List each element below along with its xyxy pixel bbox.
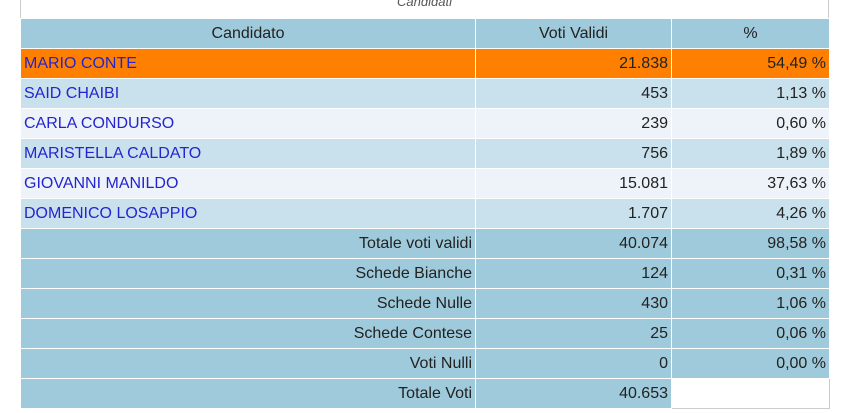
total-row: Schede Bianche 124 0,31 % (20, 258, 830, 289)
percent: 0,60 % (671, 108, 830, 139)
votes: 1.707 (475, 198, 672, 229)
candidate-row: DOMENICO LOSAPPIO 1.707 4,26 % (20, 198, 830, 229)
percent: 1,89 % (671, 138, 830, 169)
votes: 239 (475, 108, 672, 139)
votes: 756 (475, 138, 672, 169)
votes: 40.074 (475, 228, 672, 259)
votes: 25 (475, 318, 672, 349)
candidate-row: SAID CHAIBI 453 1,13 % (20, 78, 830, 109)
votes: 124 (475, 258, 672, 289)
caption: Candidati (20, 0, 829, 18)
percent: 1,13 % (671, 78, 830, 109)
total-row: Totale voti validi 40.074 98,58 % (20, 228, 830, 259)
votes: 453 (475, 78, 672, 109)
votes: 21.838 (475, 48, 672, 79)
total-label: Schede Nulle (20, 288, 476, 319)
candidate-row: GIOVANNI MANILDO 15.081 37,63 % (20, 168, 830, 199)
header-row: Candidato Voti Validi% (20, 18, 830, 49)
total-label: Totale voti validi (20, 228, 476, 259)
table-header: Candidato Voti Validi% (20, 18, 830, 49)
votes: 15.081 (475, 168, 672, 199)
total-row: Schede Contese 25 0,06 % (20, 318, 830, 349)
candidate-name: CARLA CONDURSO (20, 108, 476, 139)
percent: 1,06 % (671, 288, 830, 319)
percent: 37,63 % (671, 168, 830, 199)
candidate-row: CARLA CONDURSO 239 0,60 % (20, 108, 830, 139)
total-label: Totale Voti (20, 378, 476, 409)
total-row: Voti Nulli 0 0,00 % (20, 348, 830, 379)
candidate-row: MARIO CONTE 21.838 54,49 % (20, 48, 830, 79)
total-row: Schede Nulle 430 1,06 % (20, 288, 830, 319)
votes: 0 (475, 348, 672, 379)
column-header: % (671, 18, 830, 49)
column-header: Voti Validi (475, 18, 672, 49)
candidate-name: DOMENICO LOSAPPIO (20, 198, 476, 229)
percent: 0,31 % (671, 258, 830, 289)
results: Candidati Candidato Voti Validi% MARIO CO… (20, 0, 830, 413)
candidate-name: MARIO CONTE (20, 48, 476, 79)
percent: 54,49 % (671, 48, 830, 79)
percent: 4,26 % (671, 198, 830, 229)
percent: 98,58 % (671, 228, 830, 259)
empty-cell (671, 378, 830, 409)
votes: 430 (475, 288, 672, 319)
candidate-row: MARISTELLA CALDATO 756 1,89 % (20, 138, 830, 169)
total-row: Totale Voti 40.653 (20, 378, 830, 409)
column-header: Candidato (20, 18, 476, 49)
total-label: Schede Contese (20, 318, 476, 349)
percent: 0,00 % (671, 348, 830, 379)
candidate-name: SAID CHAIBI (20, 78, 476, 109)
percent: 0,06 % (671, 318, 830, 349)
table-body: MARIO CONTE 21.838 54,49 % SAID CHAIBI 453 1,… (20, 48, 830, 409)
candidate-name: MARISTELLA CALDATO (20, 138, 476, 169)
votes: 40.653 (475, 378, 672, 409)
candidate-name: GIOVANNI MANILDO (20, 168, 476, 199)
total-label: Voti Nulli (20, 348, 476, 379)
results-table: Candidato Voti Validi% MARIO CONTE 21.838 5… (20, 18, 830, 409)
total-label: Schede Bianche (20, 258, 476, 289)
